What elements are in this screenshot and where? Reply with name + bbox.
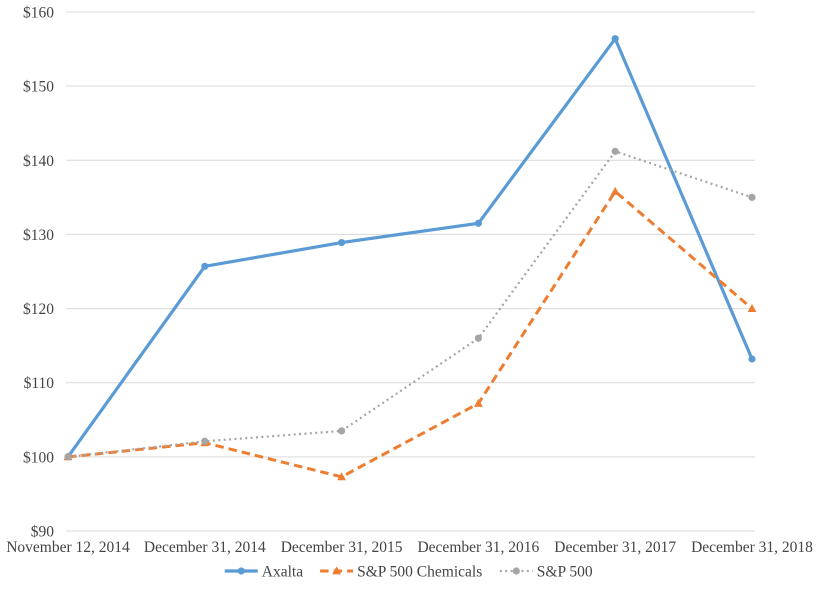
series-line-axalta [66, 37, 754, 458]
legend-item-axalta: Axalta [224, 564, 303, 581]
y-tick-label: $90 [31, 524, 55, 541]
series-line-s-p-500 [67, 150, 753, 458]
y-tick-label: $140 [23, 153, 54, 170]
data-point-marker-s-p-500 [611, 147, 619, 155]
data-point-marker-s-p-500 [201, 437, 209, 445]
series-s-p-500 [64, 147, 756, 461]
legend-marker-s-p-500-chemicals [332, 566, 341, 575]
data-point-marker-s-p-500 [748, 193, 756, 201]
data-point-marker-s-p-500 [64, 453, 72, 461]
data-point-marker-axalta [474, 219, 482, 227]
legend-label-s-p-500: S&P 500 [537, 564, 593, 581]
series-line-s-p-500-chemicals [67, 189, 753, 479]
legend-label-axalta: Axalta [262, 564, 303, 581]
data-point-marker-axalta [201, 262, 209, 270]
legend-label-s-p-500-chemicals: S&P 500 Chemicals [357, 564, 482, 581]
data-point-marker-s-p-500-chemicals [747, 303, 757, 312]
y-tick-label: $150 [23, 79, 54, 96]
x-tick-label: December 31, 2014 [144, 539, 266, 556]
legend-marker-axalta [237, 567, 245, 575]
series-s-p-500-chemicals [63, 186, 757, 481]
y-tick-label: $120 [23, 301, 54, 318]
y-tick-label: $100 [23, 449, 54, 466]
x-tick-label: December 31, 2017 [554, 539, 676, 556]
x-tick-label: December 31, 2016 [417, 539, 539, 556]
x-tick-label: November 12, 2014 [6, 539, 130, 556]
legend-item-s-p-500-chemicals: S&P 500 Chemicals [320, 564, 482, 581]
x-tick-label: December 31, 2018 [691, 539, 813, 556]
legend-marker-s-p-500 [512, 567, 520, 575]
data-point-marker-s-p-500-chemicals [337, 472, 346, 481]
y-tick-label: $110 [24, 375, 55, 392]
y-tick-label: $160 [23, 5, 54, 22]
data-point-marker-s-p-500-chemicals [610, 186, 620, 195]
data-point-marker-s-p-500-chemicals [474, 398, 483, 407]
data-point-marker-s-p-500 [474, 334, 482, 342]
series-axalta [64, 35, 756, 461]
data-point-marker-axalta [611, 35, 619, 43]
x-tick-label: December 31, 2015 [281, 539, 403, 556]
data-point-marker-axalta [748, 355, 756, 363]
y-tick-label: $130 [23, 227, 54, 244]
data-point-marker-s-p-500 [338, 427, 346, 435]
data-point-marker-axalta [338, 238, 346, 247]
legend-item-s-p-500: S&P 500 [499, 564, 593, 581]
